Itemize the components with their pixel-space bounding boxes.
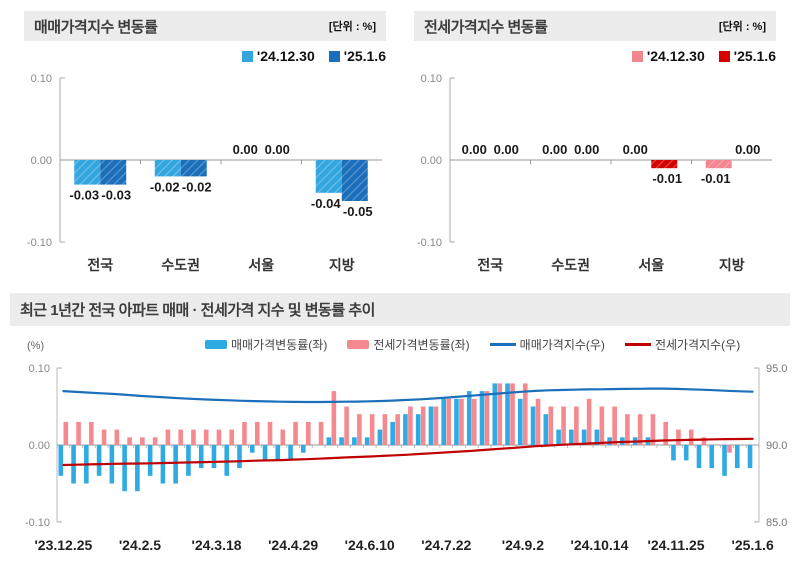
- jeonse-panel-legend: '24.12.30 '25.1.6: [631, 48, 776, 64]
- svg-text:서울: 서울: [638, 257, 664, 273]
- trend-panel-title: 최근 1년간 전국 아파트 매매 · 전세가격 지수 및 변동률 추이: [20, 302, 375, 319]
- svg-text:-0.02: -0.02: [150, 179, 180, 194]
- jeonse-change-chart: 0.10 0.00 -0.10 전국 0.00 0.00 수도권 0.00 0.00 서울 0.00…: [417, 73, 772, 273]
- legend-label: 매매가격지수(우): [519, 338, 605, 352]
- svg-text:0.00: 0.00: [421, 155, 442, 167]
- svg-text:95.0: 95.0: [766, 363, 787, 375]
- legend-label: '24.12.30: [646, 48, 705, 64]
- light-blue-swatch-icon: [241, 50, 253, 62]
- svg-text:-0.01: -0.01: [652, 171, 682, 186]
- svg-text:0.00: 0.00: [623, 142, 648, 157]
- legend-label: 매매가격변동률(좌): [231, 338, 328, 352]
- svg-text:-0.04: -0.04: [311, 196, 341, 211]
- svg-text:-0.03: -0.03: [101, 188, 131, 203]
- jeonse-index-line-swatch-icon: [624, 343, 651, 346]
- jeonse-panel-header: 전세가격지수 변동률 [단위 : %]: [414, 11, 776, 41]
- legend-label: '25.1.6: [733, 48, 776, 64]
- svg-text:'24.9.2: '24.9.2: [502, 537, 544, 553]
- svg-text:전국: 전국: [477, 257, 503, 273]
- legend-label: '25.1.6: [343, 48, 386, 64]
- svg-text:'24.11.25: '24.11.25: [648, 537, 705, 553]
- svg-text:0.00: 0.00: [265, 142, 290, 157]
- sale-change-bar-swatch-icon: [205, 340, 227, 349]
- legend-item: 매매가격지수(우): [489, 336, 605, 353]
- svg-text:0.00: 0.00: [735, 142, 760, 157]
- trend-chart-legend: 매매가격변동률(좌) 전세가격변동률(좌) 매매가격지수(우) 전세가격지수(우…: [205, 336, 740, 353]
- svg-text:'24.3.18: '24.3.18: [192, 537, 242, 553]
- svg-text:0.00: 0.00: [233, 142, 258, 157]
- trend-combo-chart: 0.10 0.00 -0.10 95.0 90.0 85.0 '23.12.25 '24.2.…: [25, 363, 788, 553]
- legend-label: 전세가격변동률(좌): [373, 338, 470, 352]
- sale-panel-legend: '24.12.30 '25.1.6: [241, 48, 386, 64]
- legend-item: '24.12.30: [241, 48, 315, 64]
- jeonse-chart-bars: [651, 160, 732, 169]
- svg-text:지방: 지방: [719, 257, 745, 273]
- jeonse-change-bar-swatch-icon: [347, 340, 370, 349]
- jeonse-panel-unit-label: [단위 : %]: [718, 21, 766, 33]
- svg-text:-0.03: -0.03: [69, 188, 99, 203]
- svg-text:85.0: 85.0: [766, 517, 787, 529]
- svg-text:지방: 지방: [329, 257, 355, 273]
- sale-index-line-swatch-icon: [489, 343, 516, 346]
- sale-chart-bars: [74, 160, 368, 201]
- svg-text:0.10: 0.10: [29, 363, 50, 375]
- jeonse-panel-title: 전세가격지수 변동률: [424, 18, 548, 36]
- legend-item: '24.12.30: [631, 48, 705, 64]
- trend-line-1: [62, 437, 754, 467]
- light-pink-swatch-icon: [631, 50, 643, 62]
- svg-text:'24.10.14: '24.10.14: [571, 537, 629, 553]
- legend-item: '25.1.6: [328, 48, 386, 64]
- sale-panel-title: 매매가격지수 변동률: [34, 18, 158, 36]
- sale-panel-unit-label: [단위 : %]: [328, 21, 376, 33]
- trend-panel-header: 최근 1년간 전국 아파트 매매 · 전세가격 지수 및 변동률 추이: [10, 293, 790, 326]
- svg-text:'23.12.25: '23.12.25: [34, 537, 92, 553]
- trend-line-0: [62, 387, 754, 404]
- legend-item: '25.1.6: [718, 48, 776, 64]
- svg-text:0.00: 0.00: [494, 142, 519, 157]
- svg-text:-0.10: -0.10: [417, 237, 442, 249]
- legend-item: 전세가격변동률(좌): [347, 336, 470, 353]
- svg-text:0.10: 0.10: [31, 73, 52, 85]
- svg-text:-0.01: -0.01: [701, 171, 731, 186]
- svg-text:-0.02: -0.02: [182, 179, 212, 194]
- svg-text:수도권: 수도권: [551, 257, 590, 273]
- svg-text:90.0: 90.0: [766, 440, 787, 452]
- svg-text:0.00: 0.00: [29, 440, 50, 452]
- svg-text:0.00: 0.00: [574, 142, 599, 157]
- svg-text:0.00: 0.00: [31, 155, 52, 167]
- svg-text:-0.05: -0.05: [343, 204, 373, 219]
- svg-text:수도권: 수도권: [161, 257, 200, 273]
- sale-panel-header: 매매가격지수 변동률 [단위 : %]: [24, 11, 386, 41]
- legend-item: 매매가격변동률(좌): [205, 336, 327, 353]
- left-axis-unit-label: (%): [27, 340, 45, 352]
- svg-text:-0.10: -0.10: [25, 517, 50, 529]
- svg-text:'24.4.29: '24.4.29: [268, 537, 318, 553]
- legend-label: 전세가격지수(우): [654, 338, 741, 352]
- svg-text:0.10: 0.10: [421, 73, 442, 85]
- legend-item: 전세가격지수(우): [624, 336, 741, 353]
- dark-red-swatch-icon: [718, 50, 730, 62]
- svg-text:-0.10: -0.10: [27, 237, 52, 249]
- svg-text:0.00: 0.00: [542, 142, 567, 157]
- svg-text:'24.2.5: '24.2.5: [119, 537, 161, 553]
- svg-text:전국: 전국: [87, 257, 113, 273]
- svg-text:'24.7.22: '24.7.22: [421, 537, 471, 553]
- svg-text:0.00: 0.00: [462, 142, 487, 157]
- svg-text:서울: 서울: [248, 257, 274, 273]
- trend-bars-1: [63, 383, 732, 453]
- svg-text:'25.1.6: '25.1.6: [731, 537, 773, 553]
- svg-text:'24.6.10: '24.6.10: [345, 537, 395, 553]
- legend-label: '24.12.30: [256, 48, 315, 64]
- sale-change-chart: 0.10 0.00 -0.10 전국 -0.03 -0.03 수도권 -0.02 -0.02 서울…: [27, 73, 382, 273]
- dark-blue-swatch-icon: [328, 50, 340, 62]
